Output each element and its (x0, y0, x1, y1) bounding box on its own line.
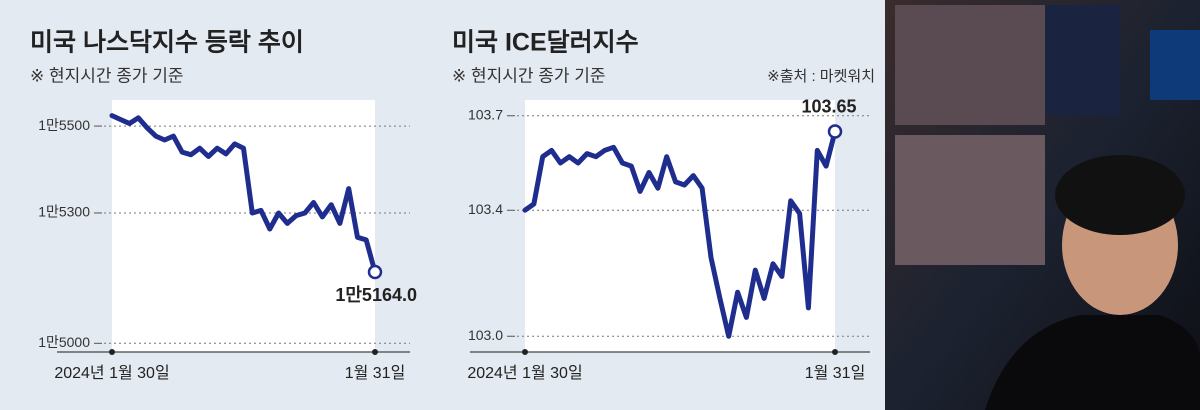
x-tick-label: 1월 31일 (805, 364, 866, 382)
chart-subtitle: ※ 현지시간 종가 기준 (30, 66, 184, 85)
chart-title: 미국 나스닥지수 등락 추이 (30, 29, 304, 57)
screen (1150, 30, 1200, 100)
screen (1045, 5, 1120, 115)
source: ※출처 : 마켓워치 (767, 68, 875, 85)
x-tick-label: 2024년 1월 30일 (54, 364, 169, 382)
end-marker (367, 264, 383, 280)
x-tick-label: 1월 31일 (345, 364, 406, 382)
line (109, 113, 378, 275)
y-tick-label: 103.0 (468, 327, 503, 343)
y-tick-label: 1만5000 (38, 334, 90, 350)
plot-area (525, 100, 835, 352)
y-tick-label: 103.7 (468, 106, 503, 122)
screen (895, 5, 1045, 125)
end-marker (827, 124, 843, 139)
x-tick (109, 349, 115, 355)
photo (885, 0, 1200, 410)
y-tick-label: 103.4 (468, 201, 503, 217)
body (985, 315, 1200, 410)
x-tick (832, 349, 838, 355)
line (522, 129, 838, 339)
screen (895, 135, 1045, 265)
x-tick-label: 2024년 1월 30일 (467, 364, 582, 382)
y-tick-label: 1만5500 (38, 117, 90, 133)
chart-title: 미국 ICE달러지수 (452, 29, 639, 57)
value-label: 1만5164.0 (335, 285, 417, 305)
plot-area (112, 100, 375, 352)
x-tick (522, 349, 528, 355)
y-tick-label: 1만5300 (38, 204, 90, 220)
chart-subtitle: ※ 현지시간 종가 기준 (452, 66, 606, 85)
value-label: 103.65 (801, 96, 856, 116)
hair (1055, 155, 1185, 235)
x-tick (372, 349, 378, 355)
